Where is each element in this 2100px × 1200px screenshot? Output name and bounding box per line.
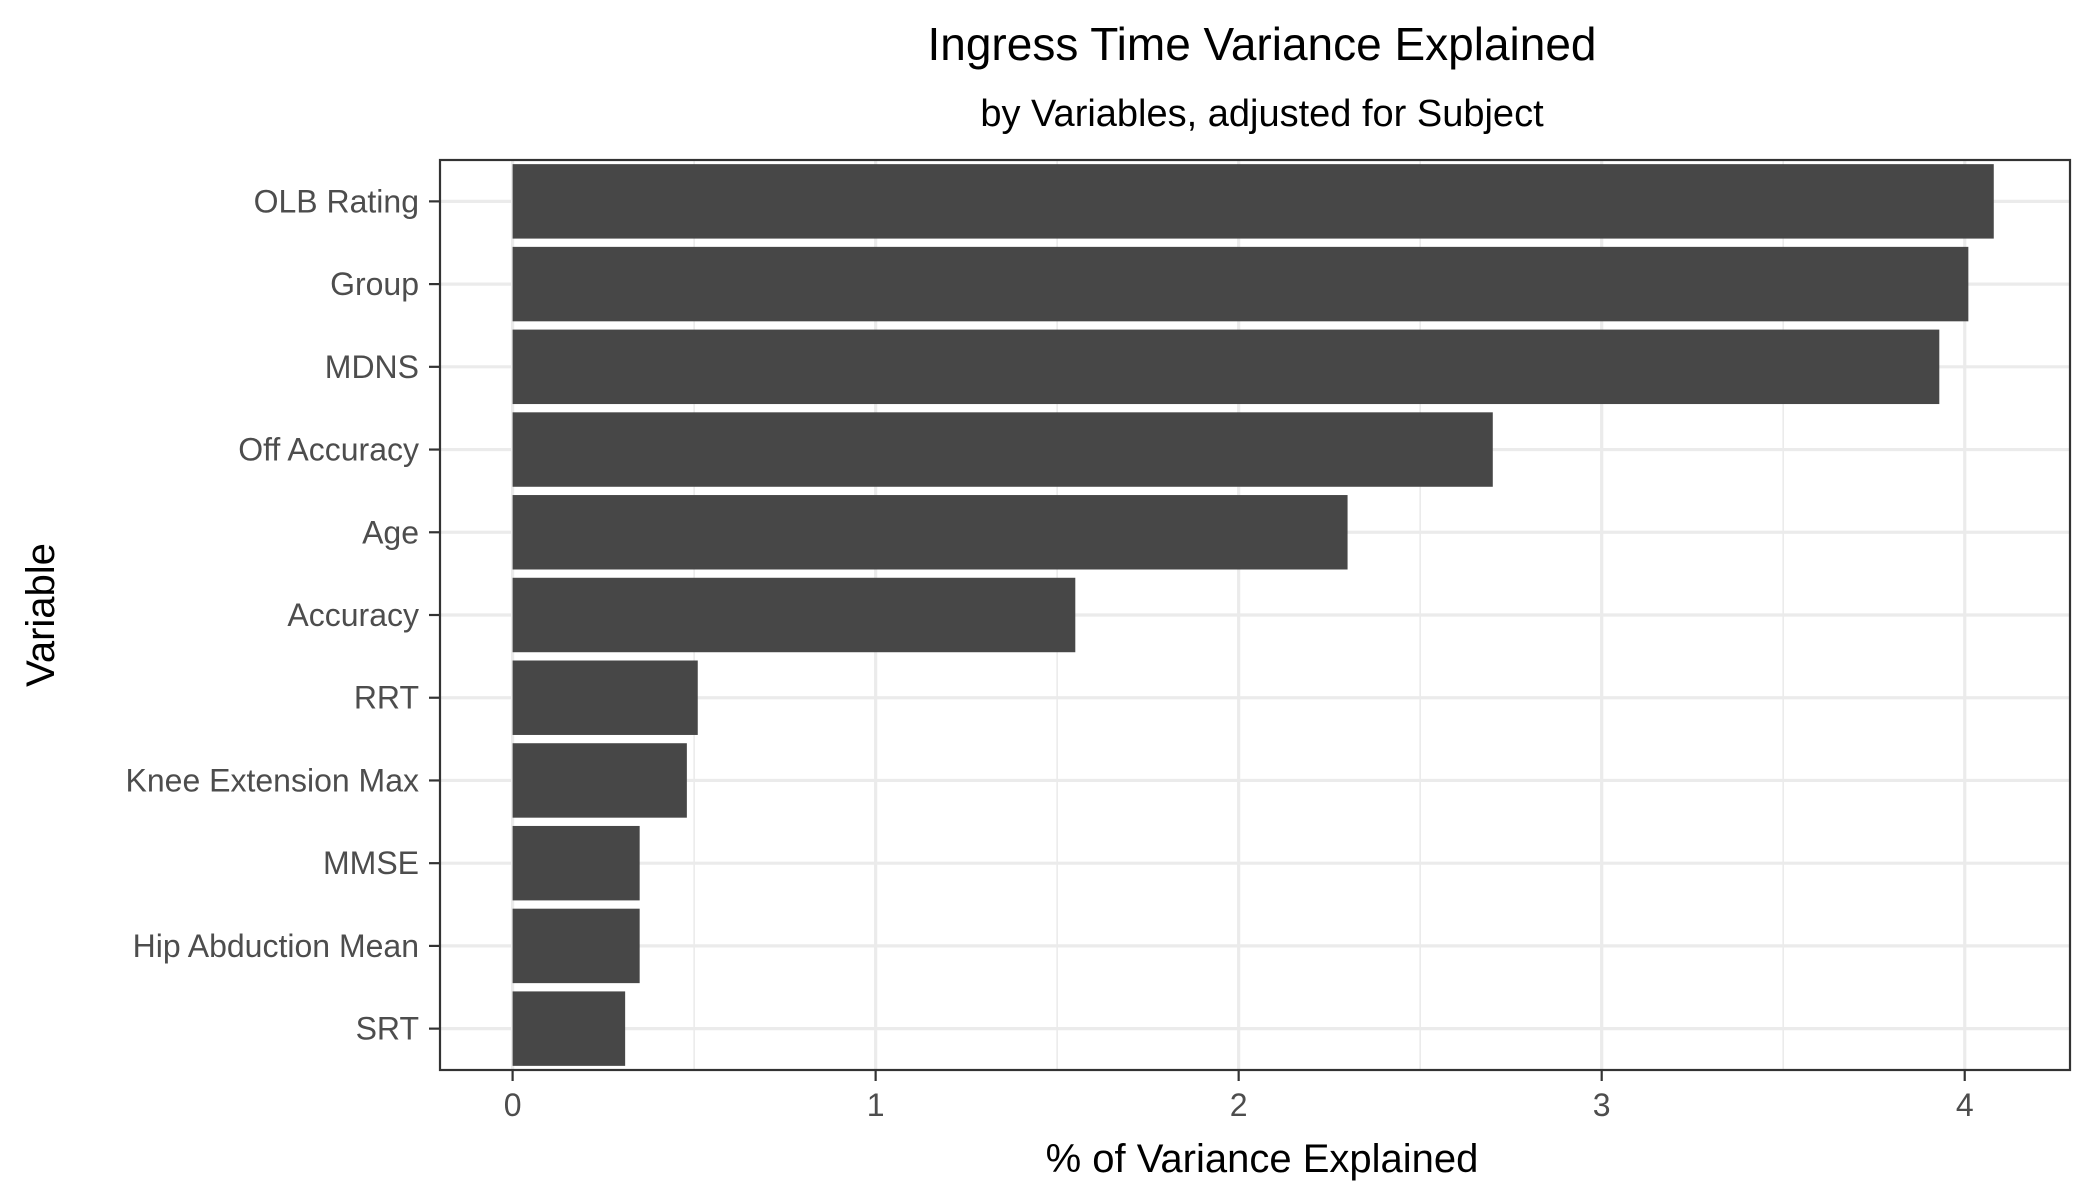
- y-axis: OLB Rating Group MDNS Off Accuracy Age Accura…: [126, 183, 440, 1047]
- x-tick-label: 2: [1230, 1087, 1248, 1123]
- y-tick-label: Knee Extension Max: [126, 762, 420, 798]
- bar: [512, 246, 1969, 322]
- chart-subtitle: by Variables, adjusted for Subject: [980, 93, 1544, 135]
- y-tick-label: Accuracy: [287, 597, 419, 633]
- y-tick-label: MDNS: [325, 349, 419, 385]
- bar: [512, 660, 698, 735]
- bar: [512, 495, 1348, 570]
- y-tick-label: Hip Abduction Mean: [133, 928, 419, 964]
- chart-title: Ingress Time Variance Explained: [927, 18, 1596, 70]
- y-tick-label: OLB Rating: [254, 183, 419, 219]
- x-tick-label: 0: [504, 1087, 522, 1123]
- bar: [512, 825, 640, 901]
- y-axis-title: Variable: [19, 543, 63, 687]
- bars-layer: [512, 164, 1994, 1066]
- x-tick-label: 3: [1593, 1087, 1611, 1123]
- y-tick-label: RRT: [354, 680, 419, 716]
- y-tick-label: Group: [330, 266, 419, 302]
- bar: [512, 908, 640, 984]
- x-tick-label: 1: [867, 1087, 885, 1123]
- x-tick-label: 4: [1956, 1087, 1974, 1123]
- bar: [512, 164, 1994, 239]
- bar: [512, 577, 1076, 653]
- x-axis: 0 1 2 3 4: [504, 1070, 1974, 1123]
- y-tick-label: Age: [362, 514, 419, 550]
- y-tick-label: Off Accuracy: [238, 432, 419, 468]
- bar: [512, 991, 626, 1066]
- plot-panel: [438, 158, 2072, 1072]
- y-tick-label: MMSE: [323, 845, 419, 881]
- y-tick-label: SRT: [356, 1011, 419, 1047]
- bar: [512, 743, 687, 818]
- bar: [512, 329, 1940, 405]
- x-axis-title: % of Variance Explained: [1046, 1137, 1479, 1181]
- bar: [512, 412, 1493, 487]
